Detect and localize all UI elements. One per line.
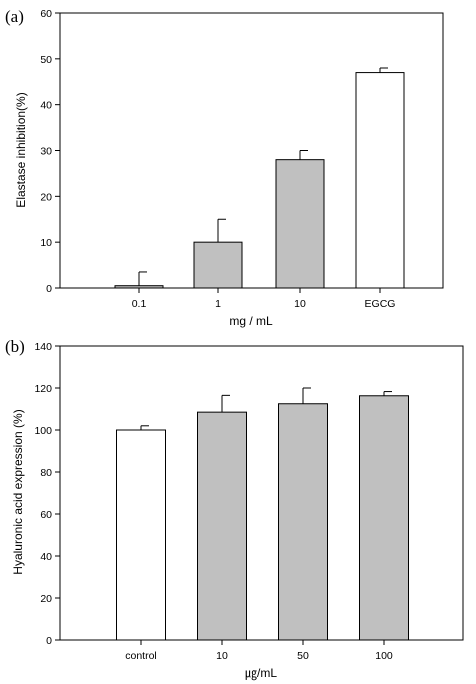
x-tick-label: control: [125, 650, 157, 662]
x-axis-ticks: control 10 50 100: [125, 640, 393, 662]
y-tick-label: 50: [40, 54, 52, 66]
x-tick-label: EGCG: [365, 298, 396, 310]
y-axis-label: Hyaluronic acid expression (%): [11, 409, 25, 574]
bar: [278, 403, 328, 641]
y-tick-label: 20: [40, 191, 52, 203]
y-tick-label: 0: [46, 635, 52, 647]
bar: [355, 72, 405, 289]
y-tick-label: 60: [40, 509, 52, 521]
bar: [359, 395, 409, 641]
chart-panel-a: (a) 0 10 20 30 40 50 60 0.1 1 10 EGCG mg / mL Ela…: [5, 7, 444, 328]
y-axis-ticks: 0 10 20 30 40 50 60: [40, 8, 60, 295]
y-tick-label: 100: [34, 425, 52, 437]
x-axis-ticks: 0.1 1 10 EGCG: [132, 288, 396, 310]
bar: [193, 241, 243, 289]
x-tick-label: 0.1: [132, 298, 147, 310]
y-axis-ticks: 0 20 40 60 80 100 120 140: [34, 341, 60, 647]
panel-letter: (b): [5, 337, 25, 356]
plot-frame: [59, 345, 464, 641]
x-axis-label: ㎍/mL: [245, 666, 277, 680]
x-tick-label: 50: [297, 650, 309, 662]
bar: [114, 285, 164, 289]
y-tick-label: 10: [40, 237, 52, 249]
y-tick-label: 0: [46, 283, 52, 295]
x-axis-label: mg / mL: [229, 314, 273, 328]
y-tick-label: 20: [40, 593, 52, 605]
chart-panel-b: (b) 0 20 40 60 80 100 120 140 control 10 50 100 ㎍/…: [5, 337, 464, 680]
y-tick-label: 40: [40, 100, 52, 112]
x-tick-label: 1: [215, 298, 221, 310]
y-axis-label: Elastase inhibition(%): [14, 92, 28, 207]
panel-letter: (a): [5, 7, 24, 26]
y-tick-label: 40: [40, 551, 52, 563]
x-tick-label: 100: [375, 650, 393, 662]
bar: [116, 429, 166, 641]
x-tick-label: 10: [294, 298, 306, 310]
y-tick-label: 30: [40, 146, 52, 158]
bar: [197, 411, 247, 641]
bars: [116, 387, 409, 641]
bar: [275, 159, 325, 289]
x-tick-label: 10: [216, 650, 228, 662]
bars: [114, 67, 405, 289]
y-tick-label: 60: [40, 8, 52, 20]
y-tick-label: 140: [34, 341, 52, 353]
y-tick-label: 80: [40, 467, 52, 479]
y-tick-label: 120: [34, 383, 52, 395]
